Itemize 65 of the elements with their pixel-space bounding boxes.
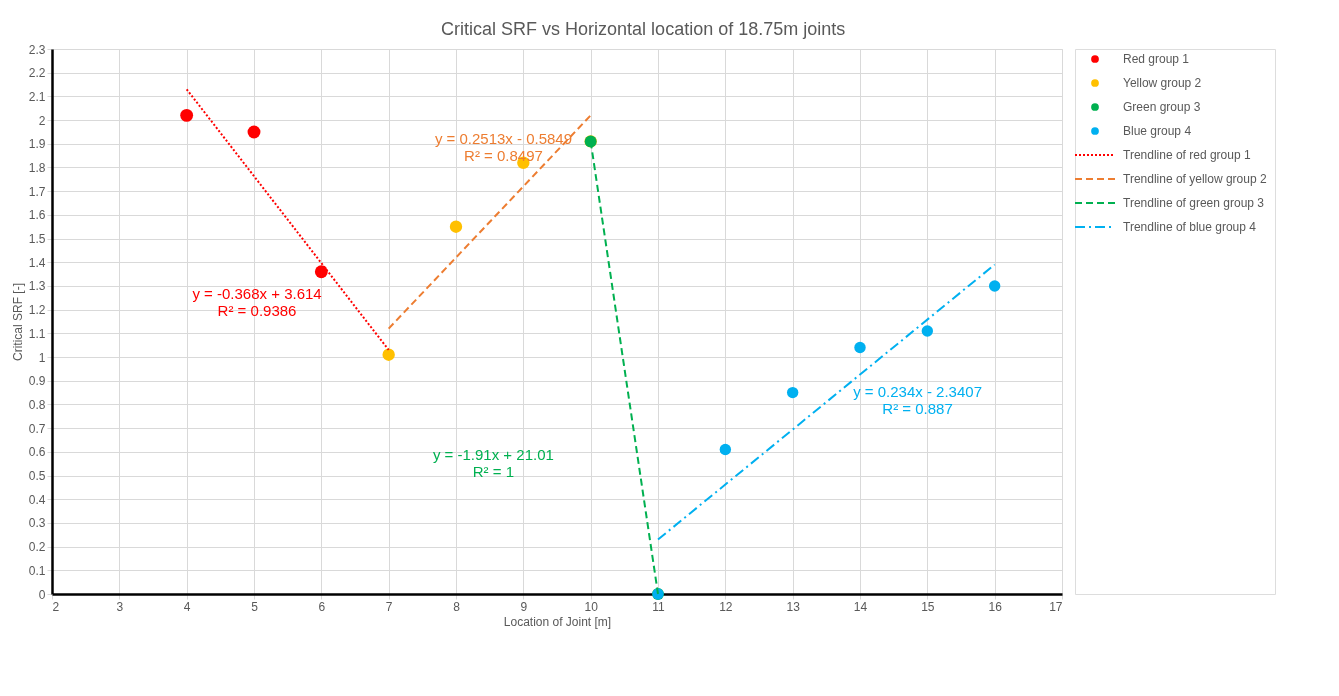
y-axis-title: Critical SRF [-]: [10, 283, 25, 361]
y-tick-label: 1: [38, 350, 46, 365]
y-tick-label: 1.6: [28, 208, 46, 223]
legend-label: Trendline of blue group 4: [1123, 220, 1257, 234]
point: [247, 125, 261, 139]
y-tick-label: 0.2: [28, 540, 46, 555]
point: [382, 348, 395, 361]
y-tick-label: 0.9: [28, 374, 46, 389]
y-tick-label: 2.1: [28, 89, 46, 104]
legend-label: Blue group 4: [1123, 124, 1192, 138]
y-tick-label: 0.8: [28, 397, 46, 412]
y-tick-label: 1.7: [28, 184, 46, 199]
y-tick-label: 1.9: [28, 137, 46, 152]
y-tick-label: 1.5: [28, 232, 46, 247]
x-tick-label: 7: [385, 599, 393, 614]
y-tick-label: 0: [38, 587, 46, 602]
y-tick-label: 2.2: [28, 66, 46, 81]
x-tick-label: 17: [1049, 599, 1063, 614]
point: [854, 341, 866, 354]
y-tick-label: 1.1: [28, 326, 46, 341]
y-tick-label: 2.3: [28, 42, 46, 57]
y-tick-label: 0.4: [28, 492, 46, 507]
x-tick-label: 4: [183, 599, 191, 614]
y-tick-label: 0.7: [28, 421, 46, 436]
legend-label: Red group 1: [1123, 52, 1190, 66]
x-tick-label: 5: [251, 599, 259, 614]
point: [449, 220, 463, 233]
point: [314, 265, 328, 279]
x-tick-label: 9: [520, 599, 528, 614]
annotation: y = -0.368x + 3.614 R² = 0.9386: [192, 285, 322, 320]
annotation: y = -1.91x + 21.01 R² = 1: [432, 446, 554, 481]
annotation: y = 0.234x - 2.3407 R² = 0.887: [853, 383, 982, 418]
point: [719, 443, 732, 456]
legend-label: Green group 3: [1123, 100, 1201, 114]
y-tick-label: 0.6: [28, 445, 46, 460]
legend-label: Trendline of red group 1: [1123, 148, 1251, 162]
legend-label: Trendline of yellow group 2: [1123, 172, 1267, 186]
legend-label: Yellow group 2: [1123, 76, 1202, 90]
x-tick-label: 14: [853, 599, 868, 614]
x-tick-label: 15: [921, 599, 935, 614]
x-tick-label: 12: [719, 599, 733, 614]
x-tick-label: 13: [786, 599, 801, 614]
x-tick-label: 2: [52, 599, 60, 614]
y-tick-label: 0.5: [28, 469, 46, 484]
x-axis-title: Location of Joint [m]: [503, 614, 612, 629]
y-tick-label: 0.1: [28, 563, 46, 578]
x-tick-label: 6: [318, 599, 326, 614]
annotation: y = 0.2513x - 0.5849 R² = 0.8497: [434, 129, 573, 164]
y-tick-label: 1.3: [28, 279, 46, 294]
point: [921, 325, 934, 337]
y-tick-label: 0.3: [28, 516, 46, 531]
x-tick-label: 3: [116, 599, 124, 614]
x-tick-label: 8: [453, 599, 461, 614]
y-tick-label: 1.2: [28, 303, 46, 318]
x-tick-label: 16: [988, 599, 1003, 614]
chart-title: Critical SRF vs Horizontal location of 18.75m joints: [441, 18, 846, 39]
x-tick-label: 11: [652, 599, 666, 614]
point: [988, 280, 1001, 292]
y-tick-label: 1.4: [28, 255, 46, 270]
y-tick-label: 1.8: [28, 160, 46, 175]
y-tick-label: 2: [38, 113, 46, 128]
x-tick-label: 10: [584, 599, 599, 614]
point: [786, 386, 799, 399]
legend-label: Trendline of green group 3: [1123, 196, 1265, 210]
point: [180, 108, 194, 122]
